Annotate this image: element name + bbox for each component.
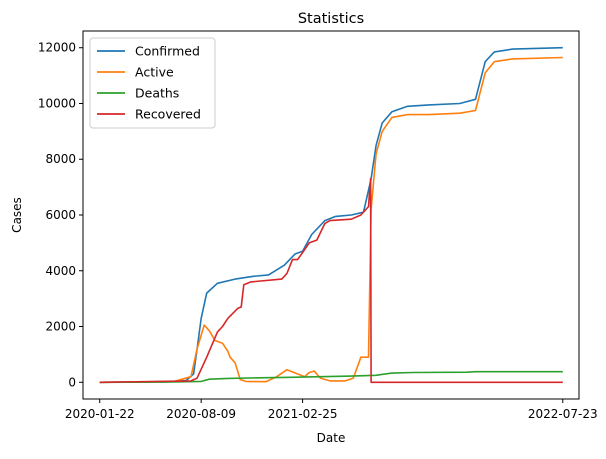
y-tick-label: 2000 bbox=[45, 320, 76, 334]
x-axis-label: Date bbox=[317, 431, 346, 445]
series-layer bbox=[99, 46, 563, 384]
y-tick-label: 12000 bbox=[38, 41, 76, 55]
legend-label-recovered: Recovered bbox=[135, 107, 201, 122]
x-tick-label: 2022-07-23 bbox=[528, 407, 598, 421]
y-axis: 0 2000 4000 6000 8000 10000 12000 bbox=[38, 41, 83, 389]
y-tick-label: 10000 bbox=[38, 96, 76, 110]
chart-title: Statistics bbox=[298, 11, 364, 27]
legend-label-active: Active bbox=[135, 65, 174, 80]
series-line-deaths bbox=[99, 370, 563, 384]
y-tick-label: 4000 bbox=[45, 264, 76, 278]
x-tick-label: 2021-02-25 bbox=[268, 407, 338, 421]
legend: Confirmed Active Deaths Recovered bbox=[89, 37, 216, 129]
x-axis: 2020-01-22 2020-08-09 2021-02-25 2022-07-23 bbox=[65, 399, 598, 421]
legend-box bbox=[89, 37, 216, 129]
y-axis-label: Cases bbox=[10, 197, 24, 233]
y-tick-label: 0 bbox=[68, 375, 76, 389]
y-tick-label: 8000 bbox=[45, 152, 76, 166]
legend-label-deaths: Deaths bbox=[135, 86, 179, 101]
x-tick-label: 2020-08-09 bbox=[166, 407, 236, 421]
x-tick-label: 2020-01-22 bbox=[65, 407, 135, 421]
y-tick-label: 6000 bbox=[45, 208, 76, 222]
series-line-active bbox=[99, 56, 563, 384]
series-line-confirmed bbox=[99, 46, 563, 384]
legend-label-confirmed: Confirmed bbox=[135, 44, 200, 59]
series-line-recovered bbox=[99, 178, 563, 384]
